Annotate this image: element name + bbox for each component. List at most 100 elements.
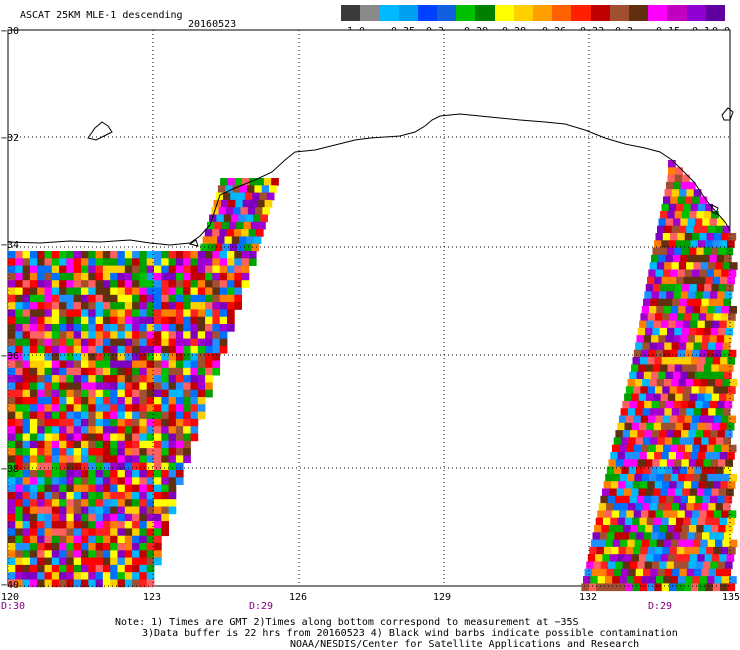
swath-cell	[669, 481, 677, 489]
swath-cell	[51, 404, 60, 412]
swath-cell	[664, 225, 672, 234]
swath-cell	[124, 353, 133, 361]
swath-cell	[15, 528, 23, 537]
swath-cell	[234, 178, 243, 186]
swath-cell	[261, 185, 270, 193]
swath-cell	[161, 324, 169, 332]
swath-cell	[643, 466, 651, 475]
swath-cell	[73, 302, 82, 310]
swath-cell	[15, 506, 23, 515]
swath-cell	[168, 491, 177, 500]
swath-cell	[260, 214, 268, 223]
swath-cell	[146, 499, 155, 507]
swath-cell	[718, 459, 726, 467]
swath-cell	[124, 397, 133, 405]
swath-cell	[242, 199, 251, 208]
swath-cell	[146, 258, 155, 266]
swath-cell	[696, 525, 704, 533]
swath-cell	[161, 426, 169, 434]
swath-cell	[703, 247, 712, 256]
swath-cell	[51, 338, 60, 347]
swath-cell	[102, 324, 111, 332]
swath-cell	[15, 462, 23, 471]
swath-cell	[22, 316, 31, 325]
swath-cell	[161, 316, 169, 325]
swath-cell	[183, 353, 191, 361]
swath-cell	[110, 491, 118, 500]
swath-cell	[175, 375, 184, 383]
swath-cell	[29, 455, 38, 464]
swath-cell	[146, 331, 155, 339]
swath-cell	[212, 345, 221, 354]
swath-cell	[212, 360, 221, 369]
swath-cell	[8, 433, 16, 442]
color-scale-swatch	[475, 5, 495, 21]
swath-cell	[636, 335, 645, 343]
swath-cell	[44, 572, 53, 580]
swath-cell	[234, 251, 242, 259]
swath-cell	[701, 437, 709, 446]
swath-cell	[146, 404, 155, 412]
swath-cell	[15, 345, 23, 354]
swath-cell	[728, 444, 737, 453]
swath-cell	[146, 448, 155, 456]
swath-cell	[721, 444, 730, 453]
swath-cell	[660, 364, 668, 373]
swath-cell	[117, 294, 126, 303]
swath-cell	[694, 437, 702, 446]
swath-cell	[73, 543, 82, 551]
swath-cell	[37, 440, 45, 449]
swath-cell	[617, 452, 626, 460]
swath-cell	[658, 254, 666, 263]
swath-cell	[44, 389, 53, 398]
swath-cell	[594, 525, 602, 533]
swath-cell	[102, 397, 111, 405]
swath-cell	[676, 481, 685, 489]
swath-cell	[88, 462, 96, 471]
swath-cell	[689, 393, 698, 402]
swath-cell	[15, 543, 23, 551]
swath-cell	[44, 535, 53, 544]
swath-cell	[724, 371, 732, 380]
swath-cell	[44, 287, 53, 296]
swath-cell	[683, 357, 692, 365]
swath-cell	[725, 327, 734, 336]
swath-cell	[631, 393, 640, 402]
swath-cell	[603, 517, 611, 526]
swath-cell	[674, 459, 682, 467]
swath-cell	[124, 557, 133, 566]
swath-cell	[650, 437, 658, 446]
swath-cell	[44, 331, 53, 339]
swath-cell	[652, 459, 660, 467]
swath-cell	[722, 306, 730, 314]
swath-cell	[15, 579, 23, 588]
swath-cell	[692, 196, 700, 205]
swath-cell	[51, 543, 60, 551]
swath-cell	[161, 258, 169, 266]
swath-cell	[597, 510, 605, 519]
swath-cell	[73, 477, 82, 485]
swath-cell	[676, 276, 684, 285]
swath-cell	[624, 554, 632, 562]
swath-cell	[95, 294, 104, 303]
swath-cell	[81, 484, 89, 493]
swath-cell	[132, 550, 140, 558]
swath-cell	[684, 313, 692, 321]
swath-cell	[124, 477, 133, 485]
swath-cell	[728, 510, 737, 519]
swath-cell	[677, 269, 686, 278]
swath-cell	[154, 367, 162, 376]
swath-cell	[37, 309, 45, 318]
product-title: ASCAT 25KM MLE-1 descending	[20, 10, 183, 21]
swath-cell	[234, 272, 242, 281]
swath-cell	[81, 433, 89, 442]
swath-cell	[663, 444, 671, 453]
swath-cell	[161, 484, 169, 493]
swath-cell	[73, 280, 82, 288]
swath-cell	[15, 294, 23, 303]
swath-cell	[37, 499, 45, 507]
swath-cell	[8, 389, 16, 398]
swath-cell	[697, 320, 706, 329]
swath-cell	[175, 404, 184, 412]
swath-cell	[44, 294, 53, 303]
